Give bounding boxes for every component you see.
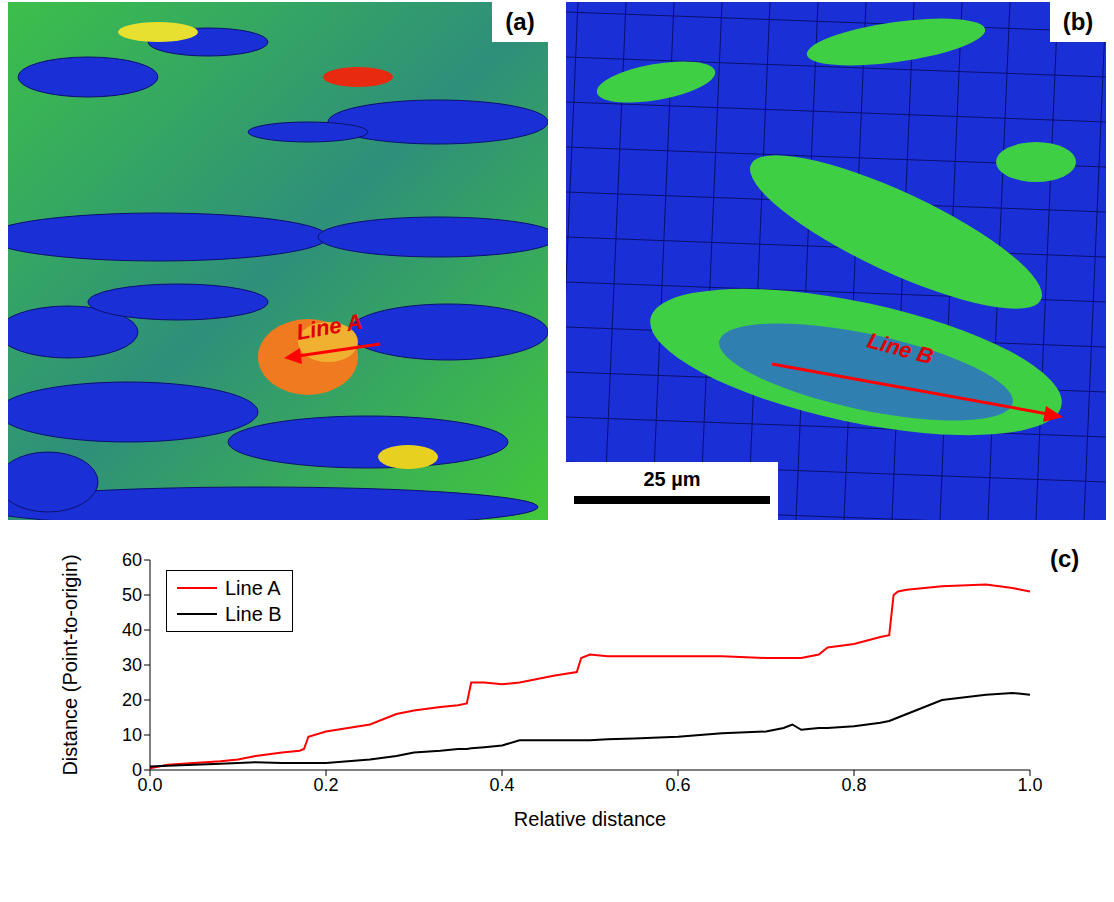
svg-text:0.2: 0.2 [313, 775, 338, 795]
svg-text:0.0: 0.0 [137, 774, 163, 795]
svg-text:50: 50 [122, 585, 142, 605]
svg-text:1.0: 1.0 [1017, 775, 1042, 795]
html-text:Line B: Line B [225, 603, 282, 625]
html-text:(c): (c) [1050, 545, 1080, 572]
svg-text:Line B: Line B [865, 328, 937, 370]
svg-text:(b): (b) [1063, 8, 1094, 35]
svg-text:20: 20 [122, 690, 142, 710]
svg-text:0.8: 0.8 [841, 775, 866, 795]
svg-text:30: 30 [122, 655, 142, 675]
svg-text:(a): (a) [505, 8, 534, 35]
svg-text:40: 40 [122, 620, 142, 640]
html-text:Line A: Line A [225, 577, 281, 599]
svg-text:0: 0 [132, 760, 142, 780]
svg-text:Distance (Point-to-origin): Distance (Point-to-origin) [59, 554, 81, 775]
svg-text:0.6: 0.6 [665, 775, 690, 795]
svg-text:Relative distance: Relative distance [514, 808, 666, 830]
svg-text:0.4: 0.4 [489, 775, 514, 795]
svg-text:10: 10 [122, 725, 142, 745]
svg-text:Line A: Line A [295, 309, 365, 345]
svg-text:25 µm: 25 µm [643, 468, 700, 490]
svg-text:60: 60 [122, 550, 142, 570]
